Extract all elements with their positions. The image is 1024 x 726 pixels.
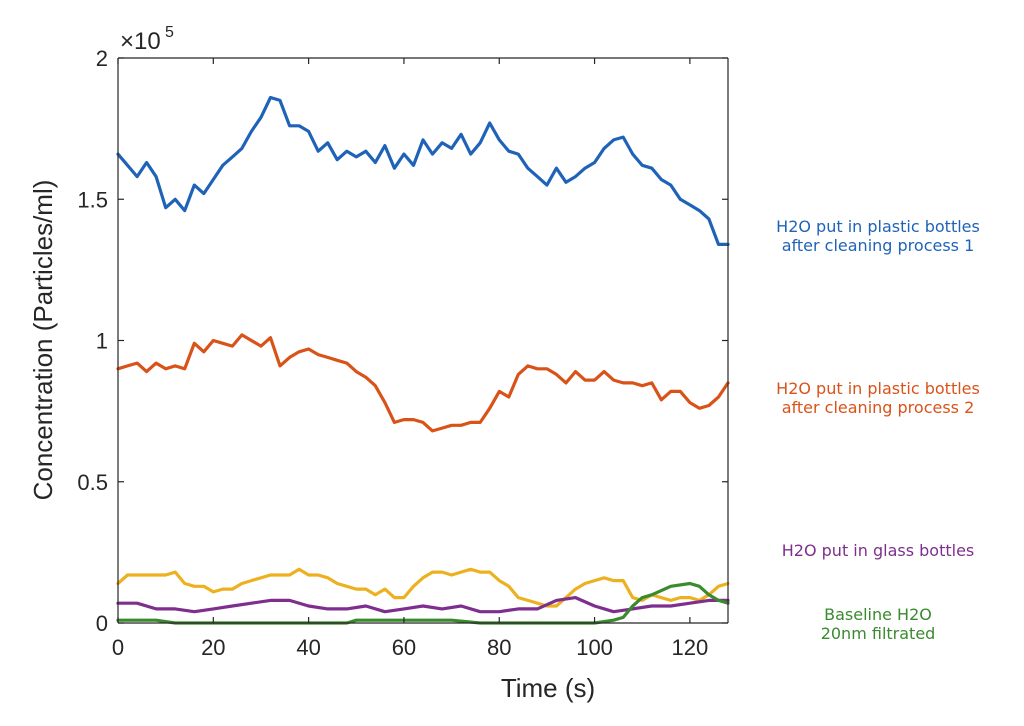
legend-line: after cleaning process 1 xyxy=(782,236,975,255)
legend-line: Baseline H2O xyxy=(824,605,932,624)
legend-line: H2O put in plastic bottles xyxy=(776,217,980,236)
x-tick-label: 20 xyxy=(201,635,225,660)
y-tick-label: 1 xyxy=(96,329,108,354)
y-exponent: ×10 5 xyxy=(120,24,174,55)
legend-entry-green: Baseline H2O 20nm filtrated xyxy=(821,605,936,643)
x-tick-label: 60 xyxy=(392,635,416,660)
legend: H2O put in plastic bottles after cleaning… xyxy=(776,217,980,643)
series-line-blue xyxy=(116,95,730,246)
series-layer xyxy=(116,95,730,625)
y-tick-label: 0.5 xyxy=(77,470,108,495)
y-exponent-power: 5 xyxy=(165,24,174,41)
x-tick-label: 100 xyxy=(576,635,613,660)
legend-line: after cleaning process 2 xyxy=(782,398,975,417)
legend-entry-red: H2O put in plastic bottles after cleaning… xyxy=(776,379,980,417)
series-line-purple xyxy=(116,595,730,614)
y-tick-label: 2 xyxy=(96,46,108,71)
x-axis-label: Time (s) xyxy=(501,673,595,703)
legend-entry-purple: H2O put in glass bottles xyxy=(782,541,975,560)
y-axis-label: Concentration (Particles/ml) xyxy=(28,180,58,501)
series-line-red xyxy=(116,333,730,433)
legend-line: H2O put in plastic bottles xyxy=(776,379,980,398)
axes-layer: 0 20 40 60 80 100 120 0 0.5 1 1.5 2 xyxy=(77,46,729,660)
y-tick-label: 0 xyxy=(96,611,108,636)
legend-line: 20nm filtrated xyxy=(821,624,936,643)
legend-entry-blue: H2O put in plastic bottles after cleaning… xyxy=(776,217,980,255)
legend-line: H2O put in glass bottles xyxy=(782,541,975,560)
y-tick-label: 1.5 xyxy=(77,187,108,212)
x-tick-label: 0 xyxy=(112,635,124,660)
series-line-yellow xyxy=(116,567,730,608)
x-tick-label: 120 xyxy=(672,635,709,660)
y-exponent-base: ×10 xyxy=(120,28,161,55)
x-tick-label: 40 xyxy=(296,635,320,660)
x-tick-label: 80 xyxy=(487,635,511,660)
